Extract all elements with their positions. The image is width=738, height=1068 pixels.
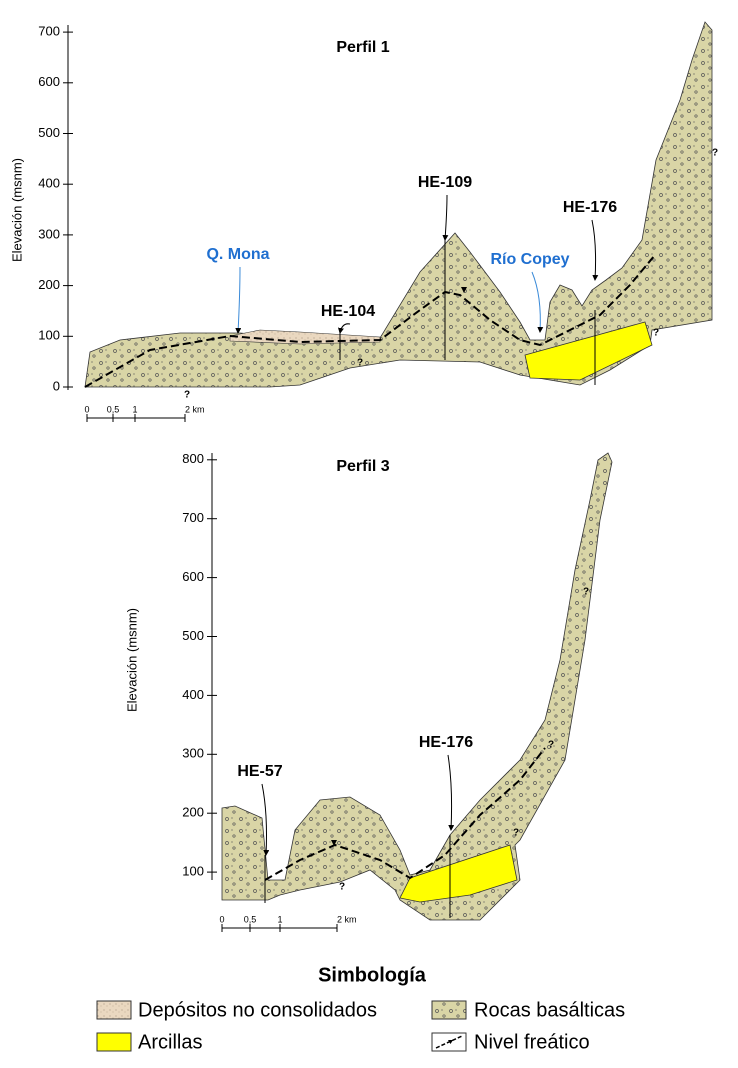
water-table xyxy=(264,747,546,881)
scale-label: 0,5 xyxy=(107,404,120,414)
y-tick-label: 800 xyxy=(182,451,204,466)
water-marker xyxy=(331,840,337,846)
well-label: HE-57 xyxy=(237,763,282,780)
y-tick-label: 300 xyxy=(38,226,60,241)
well-label: HE-109 xyxy=(418,174,472,191)
y-tick-label: 300 xyxy=(182,746,204,761)
y-tick-label: 400 xyxy=(182,687,204,702)
unknown-mark: ? xyxy=(653,328,659,339)
unknown-mark: ? xyxy=(357,358,363,369)
y-tick-label: 200 xyxy=(182,805,204,820)
y-tick-label: 600 xyxy=(182,569,204,584)
label-arrow xyxy=(591,219,599,281)
legend-swatch xyxy=(96,1032,132,1052)
label-arrow xyxy=(447,754,455,831)
scale-label: 1 xyxy=(132,404,137,414)
y-tick-label: 600 xyxy=(38,74,60,89)
unknown-mark: ? xyxy=(548,740,554,751)
legend-label: Depósitos no consolidados xyxy=(138,999,377,1021)
well-label: Q. Mona xyxy=(206,246,269,263)
y-tick-label: 100 xyxy=(38,328,60,343)
rock xyxy=(221,452,613,921)
water-table xyxy=(84,254,656,388)
y-tick-label: 500 xyxy=(182,628,204,643)
y-tick-label: 100 xyxy=(182,864,204,879)
legend-title: Simbología xyxy=(318,964,427,986)
legend-swatch xyxy=(96,1000,132,1020)
well-label: Río Copey xyxy=(490,251,569,268)
label-arrow xyxy=(261,783,270,856)
y-axis-label: Elevación (msnm) xyxy=(9,158,24,262)
unknown-mark: ? xyxy=(513,828,519,839)
y-tick-label: 500 xyxy=(38,125,60,140)
y-axis-label: Elevación (msnm) xyxy=(124,608,139,712)
y-tick-label: 700 xyxy=(38,24,60,39)
legend-label: Rocas basálticas xyxy=(474,999,625,1021)
unknown-mark: ? xyxy=(712,148,718,159)
scale-label: 2 km xyxy=(337,914,357,924)
unknown-mark: ? xyxy=(583,587,589,598)
profile-title: Perfil 3 xyxy=(336,458,389,475)
well-label: HE-176 xyxy=(419,734,473,751)
scale-label: 0 xyxy=(84,404,89,414)
profile-title: Perfil 1 xyxy=(336,39,389,56)
well-label: HE-176 xyxy=(563,199,617,216)
unknown-mark: ? xyxy=(184,390,190,401)
scale-label: 2 km xyxy=(185,404,205,414)
label-arrow xyxy=(531,271,544,333)
y-tick-label: 200 xyxy=(38,277,60,292)
y-tick-label: 0 xyxy=(53,378,60,393)
legend-swatch xyxy=(431,1032,467,1052)
label-arrow xyxy=(442,194,449,241)
label-arrow xyxy=(337,323,351,334)
legend-swatch xyxy=(431,1000,467,1020)
scale-label: 0 xyxy=(219,914,224,924)
well-label: HE-104 xyxy=(321,303,375,320)
legend-label: Arcillas xyxy=(138,1031,202,1053)
scale-label: 1 xyxy=(277,914,282,924)
scale-label: 0,5 xyxy=(244,914,257,924)
water-marker xyxy=(461,287,467,293)
clay xyxy=(524,321,653,381)
unknown-mark: ? xyxy=(339,882,345,893)
y-tick-label: 700 xyxy=(182,510,204,525)
legend-label: Nivel freático xyxy=(474,1031,590,1053)
y-tick-label: 400 xyxy=(38,176,60,191)
label-arrow xyxy=(235,266,242,334)
